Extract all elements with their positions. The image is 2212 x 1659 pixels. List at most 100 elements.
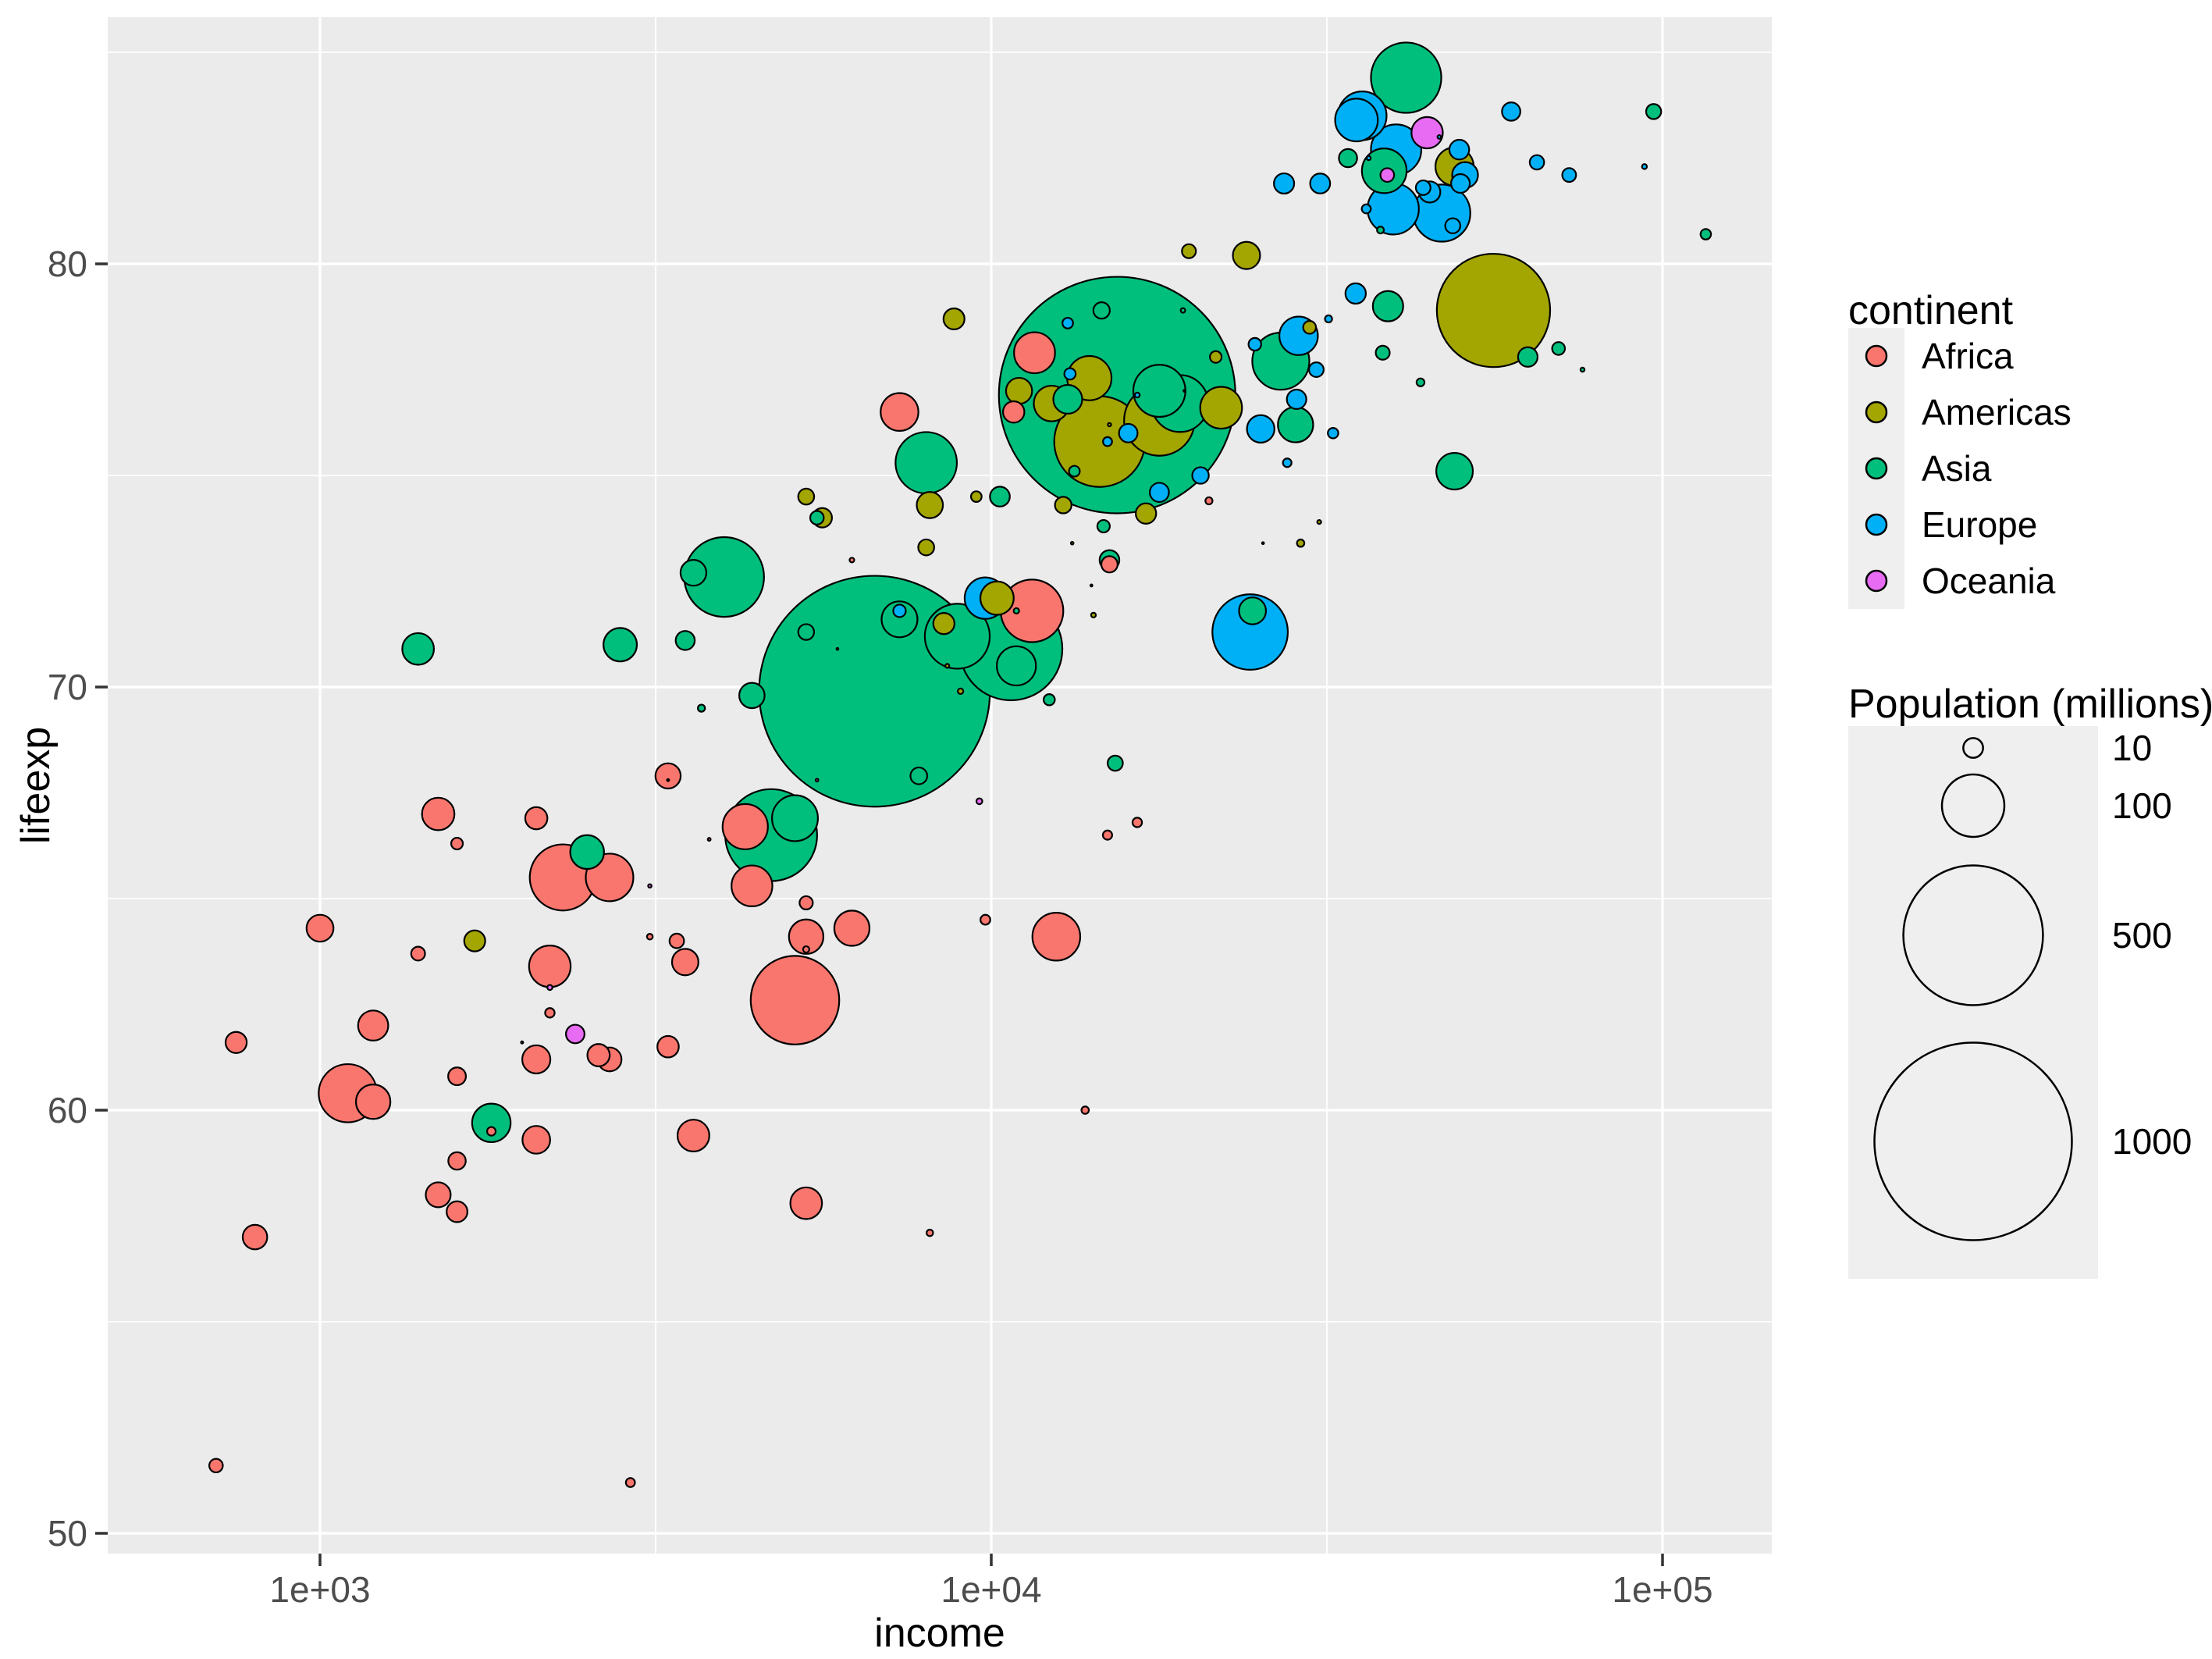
data-point-antigua-and-barbuda [1182,389,1186,393]
data-point-cape-verde [848,557,855,564]
data-point-kenya [721,803,769,850]
data-point-north-korea [401,632,436,666]
data-point-mozambique [354,1084,392,1120]
data-point-latvia [1282,457,1293,468]
data-point-cambodia [738,682,766,710]
data-point-eritrea [450,836,464,851]
data-point-argentina [1199,386,1243,430]
data-point-ghana [788,918,825,955]
data-point-mauritius [1204,496,1214,506]
data-point-palestine [809,510,825,525]
data-point-vietnam [894,431,958,495]
data-point-vanuatu [647,883,653,889]
y-tick-label: 70 [48,667,87,707]
legend-key-dot-africa [1865,344,1888,368]
data-point-chile [1232,240,1261,270]
data-point-japan [1370,41,1442,114]
legend-key-dot-asia [1865,457,1888,480]
data-point-luxembourg [1641,163,1648,170]
data-point-papua-new-guinea [565,1024,585,1045]
data-point-malaysia [1277,406,1314,443]
data-point-portugal [1309,173,1332,194]
size-legend-label: 500 [2112,915,2172,956]
data-point-yemen [569,834,605,870]
data-point-thailand [1132,364,1186,418]
data-point-lebanon [1092,301,1111,320]
data-point-bhutan [1012,607,1020,615]
data-point-tajikistan [674,630,696,651]
data-point-greece [1273,172,1296,195]
data-point-senegal [654,762,682,790]
data-point-united-states [1435,252,1552,368]
data-point-finland [1414,179,1431,196]
size-legend-label: 1000 [2112,1121,2192,1162]
data-point-north-macedonia [1102,436,1113,447]
data-point-iceland [1436,134,1442,140]
data-point-bosnia-and-herzegovina [1063,367,1077,381]
legend-key-dot-americas [1865,401,1888,424]
data-point-united-arab-emirates [1517,346,1539,368]
size-legend-circle-1000 [1873,1041,2073,1241]
data-point-libya [1100,555,1118,574]
data-point-trinidad-and-tobago [1296,538,1306,548]
size-legend-circle-500 [1902,864,2044,1006]
data-point-mauritania [798,895,814,911]
data-point-belarus [1148,482,1170,504]
data-point-georgia [1096,518,1111,534]
data-point-australia [1410,116,1444,150]
data-point-montenegro [1133,391,1141,399]
data-point-guinea-bissau [485,1126,497,1137]
data-point-albania [1062,316,1074,329]
size-legend-title: Population (millions) [1848,682,2212,727]
data-point-guinea [586,1043,611,1067]
data-point-syria [679,559,708,587]
data-point-malta [1365,155,1372,162]
data-point-chad [425,1181,452,1209]
y-tick-label: 80 [48,244,87,284]
data-point-bulgaria [1191,466,1210,485]
data-point-guatemala [916,491,944,519]
data-point-haiti [463,929,486,952]
data-point-benin [656,1034,680,1059]
data-point-samoa [814,778,820,783]
data-point-morocco [880,392,919,432]
x-tick-label: 1e+04 [941,1569,1041,1610]
data-point-niger [357,1009,389,1042]
data-point-uganda [528,944,572,988]
data-point-kazakhstan [1238,596,1268,625]
data-point-burkina-faso [521,1044,552,1075]
data-point-barbados [1107,422,1112,428]
data-point-dominican-republic [1135,502,1158,525]
data-point-bolivia [932,612,955,635]
data-point-micronesia [666,778,670,782]
size-legend-label: 100 [2112,785,2172,826]
data-point-lithuania [1327,427,1339,440]
data-point-laos [909,766,929,785]
data-point-romania [1246,414,1275,444]
data-point-new-zealand [1379,167,1396,183]
size-legend-label: 10 [2112,728,2152,768]
data-point-croatia [1247,336,1262,352]
data-point-equatorial-guinea [1080,1105,1090,1115]
legend-item-label: Oceania [1922,561,2056,601]
data-point-burundi [224,1031,248,1054]
data-point-kiribati [520,1040,525,1045]
data-point-ireland [1561,167,1577,183]
data-point-kuwait [1551,341,1567,356]
data-point-sweden [1448,138,1471,161]
data-point-cuba [942,307,966,331]
legend-key-dot-europe [1865,513,1888,536]
data-point-czechia [1344,282,1367,305]
data-point-saint-lucia [1069,540,1075,546]
data-point-maldives [1179,307,1186,314]
data-point-jamaica [969,490,983,504]
data-point-rwanda [524,806,549,831]
data-point-seychelles [1261,541,1265,546]
data-point-comoros [645,932,654,941]
data-point-saudi-arabia [1435,452,1474,491]
data-point-estonia [1324,314,1333,324]
data-point-norway [1528,154,1545,171]
data-point-gabon [1101,829,1113,841]
data-point-spain [1334,98,1379,143]
